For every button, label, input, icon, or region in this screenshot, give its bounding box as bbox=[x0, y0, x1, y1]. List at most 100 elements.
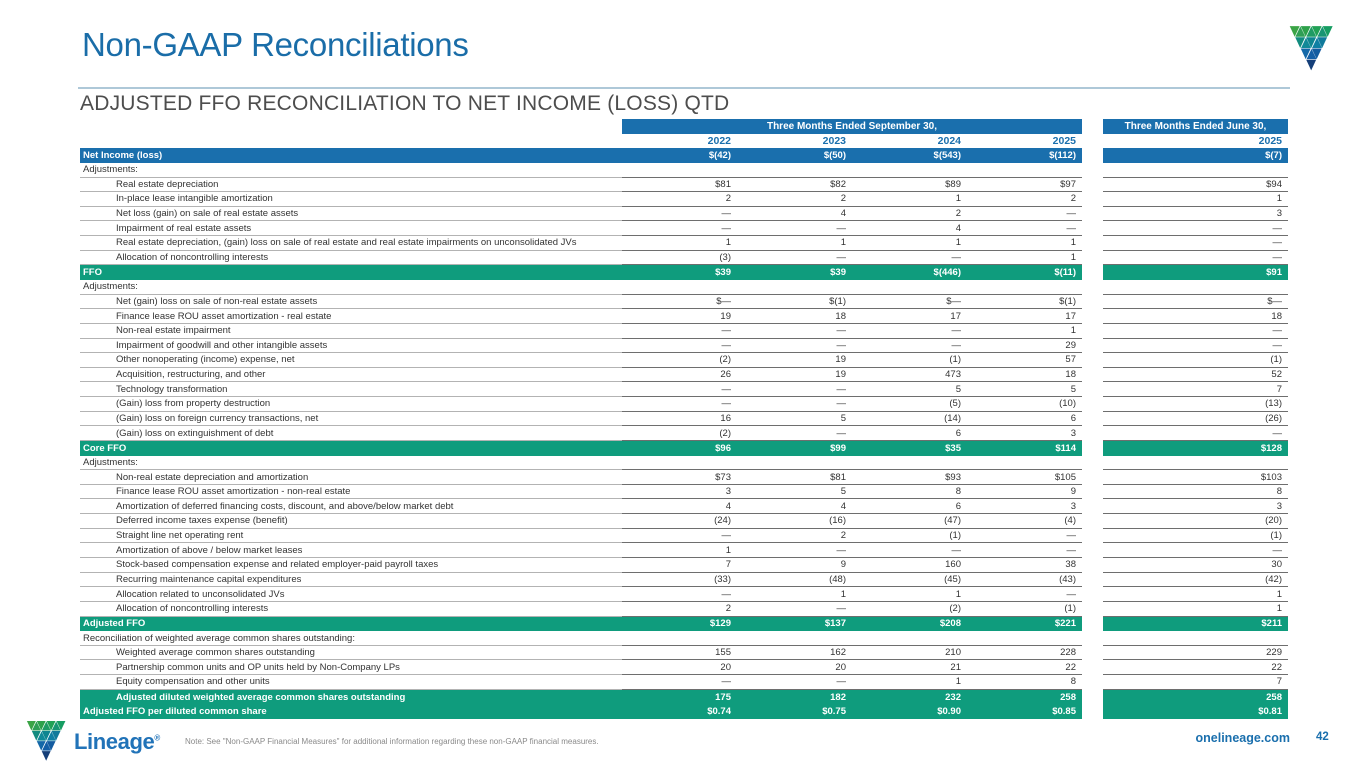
value-cell: 1 bbox=[737, 587, 852, 602]
june-value-cell: 7 bbox=[1103, 675, 1288, 690]
column-gap bbox=[1082, 148, 1103, 163]
section-label: Adjustments: bbox=[80, 456, 622, 471]
value-cell: 232 bbox=[852, 689, 967, 705]
value-cell: 4 bbox=[622, 499, 737, 515]
value-cell: (1) bbox=[852, 529, 967, 544]
table-row: Net Income (loss) $(42) $(50) $(543) $(112) $… bbox=[80, 148, 1288, 163]
value-cell: (43) bbox=[967, 573, 1082, 588]
value-cell: $114 bbox=[967, 440, 1082, 456]
table-row: In-place lease intangible amortization 2 2… bbox=[80, 192, 1288, 207]
june-group-header: Three Months Ended June 30, bbox=[1103, 119, 1288, 134]
value-cell: 1 bbox=[967, 236, 1082, 251]
column-gap bbox=[1082, 631, 1103, 646]
june-value-cell: — bbox=[1103, 426, 1288, 441]
value-cell: — bbox=[737, 339, 852, 354]
value-cell: (47) bbox=[852, 514, 967, 529]
row-label: Other nonoperating (income) expense, net bbox=[80, 353, 622, 368]
june-value-cell: 258 bbox=[1103, 689, 1288, 705]
june-value-cell: — bbox=[1103, 339, 1288, 354]
row-label: Non-real estate impairment bbox=[80, 324, 622, 339]
column-gap bbox=[1082, 660, 1103, 675]
value-cell: 17 bbox=[852, 309, 967, 324]
row-label: Net Income (loss) bbox=[80, 148, 622, 163]
june-value-cell: — bbox=[1103, 251, 1288, 266]
column-gap bbox=[1082, 382, 1103, 397]
value-cell: — bbox=[622, 382, 737, 398]
value-cell: 182 bbox=[737, 689, 852, 705]
value-cell: — bbox=[737, 221, 852, 237]
value-cell: 6 bbox=[852, 426, 967, 441]
value-cell: $(543) bbox=[852, 148, 967, 163]
column-gap bbox=[1082, 456, 1103, 471]
value-cell: 38 bbox=[967, 558, 1082, 573]
value-cell: 8 bbox=[967, 675, 1082, 690]
column-gap bbox=[1082, 412, 1103, 427]
table-row: Recurring maintenance capital expenditur… bbox=[80, 573, 1288, 588]
value-cell: $(50) bbox=[737, 148, 852, 163]
value-cell: 18 bbox=[737, 309, 852, 324]
value-cell: 210 bbox=[852, 646, 967, 661]
june-value-cell: — bbox=[1103, 236, 1288, 251]
title-divider bbox=[78, 87, 1290, 89]
value-cell bbox=[967, 631, 1082, 646]
row-label: Core FFO bbox=[80, 440, 622, 456]
column-gap bbox=[1082, 499, 1103, 514]
value-cell: (24) bbox=[622, 514, 737, 529]
value-cell: — bbox=[852, 543, 967, 559]
value-cell: (5) bbox=[852, 397, 967, 412]
june-value-cell: $211 bbox=[1103, 616, 1288, 632]
ffo-reconciliation-table: Three Months Ended September 30, Three Mo… bbox=[80, 119, 1288, 719]
value-cell: $97 bbox=[967, 178, 1082, 193]
column-gap bbox=[1082, 514, 1103, 529]
value-cell: $— bbox=[852, 295, 967, 310]
row-label: Non-real estate depreciation and amortiz… bbox=[80, 470, 622, 485]
june-value-cell: 8 bbox=[1103, 485, 1288, 500]
value-cell: — bbox=[737, 397, 852, 412]
june-value-cell: $0.81 bbox=[1103, 704, 1288, 719]
row-label: Recurring maintenance capital expenditur… bbox=[80, 573, 622, 588]
value-cell: 5 bbox=[852, 382, 967, 398]
june-value-cell: 22 bbox=[1103, 660, 1288, 676]
value-cell: 16 bbox=[622, 412, 737, 427]
table-row: (Gain) loss on extinguishment of debt (2)… bbox=[80, 426, 1288, 441]
value-cell: $(11) bbox=[967, 265, 1082, 280]
value-cell: 175 bbox=[622, 689, 737, 705]
value-cell: $(1) bbox=[737, 295, 852, 310]
value-cell: $39 bbox=[622, 265, 737, 280]
value-cell bbox=[852, 631, 967, 646]
table-row: Adjusted FFO per diluted common share $0.… bbox=[80, 704, 1288, 719]
row-label: Weighted average common shares outstandi… bbox=[80, 646, 622, 661]
table-row: Impairment of goodwill and other intangi… bbox=[80, 339, 1288, 354]
row-label: (Gain) loss from property destruction bbox=[80, 397, 622, 412]
june-value-cell: (13) bbox=[1103, 397, 1288, 412]
value-cell: (48) bbox=[737, 573, 852, 588]
value-cell: 3 bbox=[967, 426, 1082, 441]
page-title: Non-GAAP Reconciliations bbox=[82, 26, 469, 63]
value-cell: $0.90 bbox=[852, 704, 967, 719]
row-label: Adjusted FFO bbox=[80, 616, 622, 632]
value-cell: $96 bbox=[622, 440, 737, 456]
value-cell: 160 bbox=[852, 558, 967, 573]
table-row: Real estate depreciation $81 $82 $89 $97 $94 bbox=[80, 178, 1288, 193]
table-row: Allocation of noncontrolling interests (3… bbox=[80, 251, 1288, 266]
year-column-header: 2025 bbox=[1052, 134, 1076, 147]
value-cell: $89 bbox=[852, 178, 967, 193]
page-number: 42 bbox=[1316, 731, 1329, 743]
value-cell: 1 bbox=[967, 324, 1082, 339]
value-cell: 5 bbox=[967, 382, 1082, 398]
column-gap bbox=[1082, 353, 1103, 368]
value-cell: 9 bbox=[967, 485, 1082, 500]
value-cell: 20 bbox=[737, 660, 852, 676]
column-gap bbox=[1082, 309, 1103, 324]
table-row: (Gain) loss from property destruction — —(… bbox=[80, 397, 1288, 412]
table-row: (Gain) loss on foreign currency transact… bbox=[80, 412, 1288, 427]
value-cell: $0.85 bbox=[967, 704, 1082, 719]
value-cell bbox=[852, 456, 967, 471]
registered-mark: ® bbox=[154, 733, 160, 743]
june-value-cell: (1) bbox=[1103, 529, 1288, 544]
table-row-group-header: Three Months Ended September 30, Three Mo… bbox=[80, 119, 1288, 134]
june-value-cell: $(7) bbox=[1103, 148, 1288, 163]
value-cell bbox=[622, 163, 737, 178]
row-label: In-place lease intangible amortization bbox=[80, 192, 622, 207]
table-row: Stock-based compensation expense and rel… bbox=[80, 558, 1288, 573]
